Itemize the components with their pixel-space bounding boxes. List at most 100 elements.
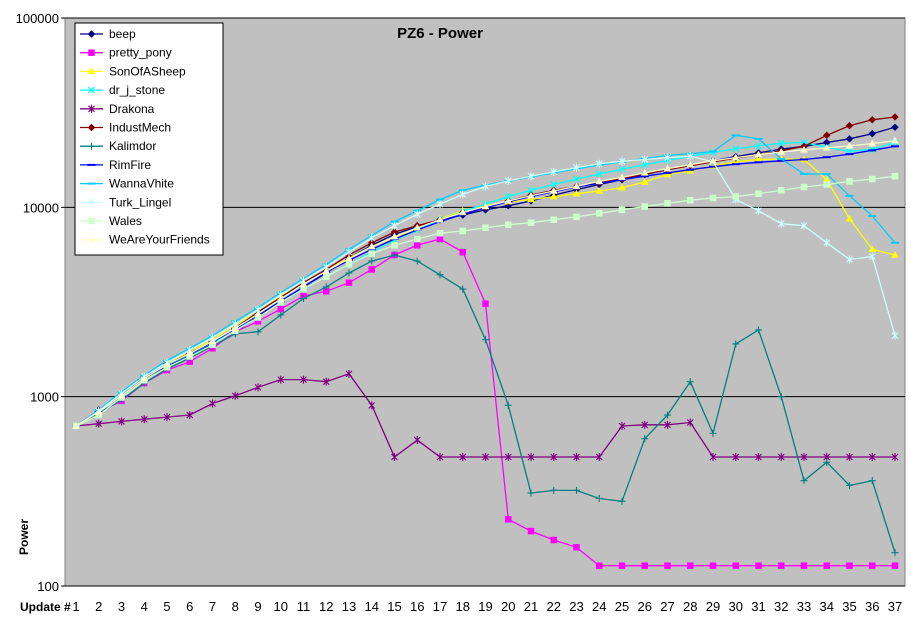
data-point: [868, 129, 877, 138]
data-point: [391, 242, 398, 249]
data-point: [823, 562, 830, 569]
data-point: [664, 562, 671, 569]
data-point: [482, 336, 489, 344]
data-point: [254, 328, 262, 336]
data-point: [345, 254, 353, 262]
data-point: [596, 210, 603, 217]
data-point: [527, 191, 535, 199]
x-tick-label: 22: [547, 599, 561, 614]
chart-title: PZ6 - Power: [397, 25, 483, 42]
data-point: [664, 200, 671, 207]
x-tick-label: 4: [141, 599, 148, 614]
data-point: [482, 453, 489, 462]
legend-item: WeAreYourFriends: [80, 233, 210, 247]
data-point: [595, 177, 604, 185]
data-point: [163, 360, 171, 368]
data-point: [596, 562, 603, 569]
data-point: [755, 190, 762, 197]
data-point: [436, 200, 444, 209]
series-Wales: [72, 172, 899, 430]
data-point: [687, 562, 694, 569]
data-point: [459, 248, 466, 256]
data-point: [868, 477, 876, 485]
x-tick-label: 1: [72, 599, 79, 614]
data-point: [664, 420, 671, 429]
data-point: [550, 181, 558, 188]
legend-item: RimFire: [80, 158, 151, 172]
data-point: [88, 198, 95, 207]
data-point: [800, 453, 808, 462]
data-point: [868, 115, 877, 124]
x-tick-label: 17: [433, 599, 447, 614]
x-tick-label: 35: [842, 599, 856, 614]
x-tick-label: 36: [865, 599, 879, 614]
data-point: [754, 150, 763, 158]
data-point: [709, 453, 717, 462]
data-point: [777, 453, 785, 462]
legend-label: beep: [109, 27, 136, 41]
x-tick-label: 25: [615, 599, 629, 614]
data-point: [300, 294, 307, 302]
data-point: [618, 157, 626, 166]
data-point: [391, 453, 398, 462]
series-lines: [72, 113, 899, 569]
data-point: [413, 257, 421, 265]
legend-label: WannaVhite: [109, 177, 174, 191]
data-point: [277, 375, 285, 384]
legend-label: WeAreYourFriends: [109, 233, 210, 247]
data-point: [87, 123, 96, 132]
data-point: [367, 242, 376, 250]
data-point: [869, 175, 876, 183]
legend-label: Drakona: [109, 102, 155, 116]
data-point: [823, 238, 831, 247]
data-point: [527, 172, 535, 181]
x-tick-label: 23: [569, 599, 583, 614]
data-point: [846, 178, 853, 185]
data-point: [891, 123, 899, 132]
data-point: [345, 279, 353, 286]
data-point: [88, 217, 95, 225]
data-point: [300, 375, 307, 384]
legend-item: SonOfASheep: [80, 64, 186, 78]
data-point: [391, 251, 398, 259]
data-point: [573, 544, 580, 551]
legend-label: RimFire: [109, 158, 151, 172]
data-point: [573, 213, 580, 221]
x-tick-label: 26: [638, 599, 652, 614]
data-point: [891, 331, 899, 340]
data-point: [595, 170, 603, 178]
data-point: [504, 401, 512, 409]
data-point: [846, 453, 853, 462]
data-point: [640, 178, 649, 185]
data-point: [800, 221, 808, 230]
data-point: [778, 187, 785, 194]
data-point: [800, 477, 808, 485]
data-point: [755, 562, 762, 569]
data-point: [755, 453, 762, 462]
x-tick-label: 13: [342, 599, 356, 614]
data-point: [550, 536, 557, 544]
data-point: [641, 155, 649, 164]
data-point: [595, 453, 603, 462]
data-point: [117, 391, 126, 399]
data-point: [186, 411, 194, 420]
data-point: [732, 145, 740, 153]
data-point: [868, 139, 877, 147]
data-point: [732, 562, 739, 569]
data-point: [891, 113, 899, 121]
data-point: [641, 420, 649, 429]
data-point: [527, 489, 535, 497]
data-point: [823, 181, 830, 188]
data-point: [345, 261, 353, 268]
data-point: [390, 232, 399, 240]
data-point: [88, 86, 95, 94]
data-point: [686, 152, 694, 161]
data-point: [87, 30, 96, 38]
data-point: [641, 203, 648, 210]
data-point: [549, 186, 558, 194]
data-point: [527, 453, 535, 462]
data-point: [505, 516, 512, 523]
data-point: [869, 562, 876, 569]
